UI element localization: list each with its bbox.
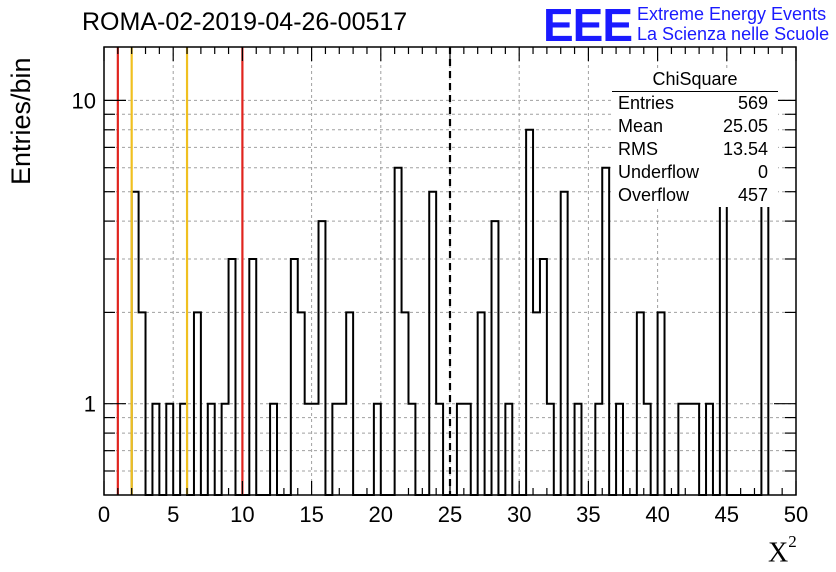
stats-row-overflow: Overflow 457	[612, 184, 778, 207]
stats-row-mean: Mean 25.05	[612, 115, 778, 138]
axis-ticks	[103, 47, 797, 495]
x-tick-label: 35	[576, 502, 600, 527]
stats-key: Underflow	[618, 162, 700, 182]
stats-row-rms: RMS 13.54	[612, 138, 778, 161]
x-tick-label: 25	[438, 502, 462, 527]
eee-logo: EEE	[543, 0, 633, 51]
stats-value: 569	[737, 93, 768, 113]
x-tick-label: 50	[784, 502, 808, 527]
x-tick-label: 30	[507, 502, 531, 527]
stats-value: 25.05	[722, 116, 768, 136]
stats-value: 0	[757, 162, 768, 182]
stats-key: Overflow	[618, 185, 690, 205]
y-tick-label: 1	[84, 392, 96, 417]
stats-value: 13.54	[722, 139, 768, 159]
stats-rows: Entries 569 Mean 25.05 RMS 13.54 Underflow 0 Ove…	[612, 92, 778, 207]
logo-line-2: La Scienza nelle Scuole	[637, 24, 830, 44]
x-tick-label: 20	[369, 502, 393, 527]
x-tick-label: 0	[98, 502, 110, 527]
x-tick-label: 15	[299, 502, 323, 527]
stats-row-entries: Entries 569	[612, 92, 778, 115]
reference-lines	[116, 47, 452, 495]
stats-key: RMS	[618, 139, 658, 159]
x-tick-label: 40	[645, 502, 669, 527]
stats-key: Mean	[618, 116, 664, 136]
stats-key: Entries	[618, 93, 675, 113]
stats-box: ChiSquare Entries 569 Mean 25.05 RMS 13.54 Und…	[612, 68, 778, 207]
x-tick-label: 5	[167, 502, 179, 527]
x-axis-label: X2	[768, 532, 797, 569]
stats-value: 457	[737, 185, 768, 205]
logo-line-1: Extreme Energy Events	[637, 4, 827, 24]
chart-title: ROMA-02-2019-04-26-00517	[82, 8, 408, 36]
stats-title: ChiSquare	[612, 68, 778, 92]
y-axis-label: Entries/bin	[6, 57, 36, 185]
tick-labels: 0 5 10 15 20 25 30 35 40 45 50 1 10	[72, 88, 809, 527]
x-tick-label: 10	[230, 502, 254, 527]
y-tick-label: 10	[72, 88, 96, 113]
stats-row-underflow: Underflow 0	[612, 161, 778, 184]
x-tick-label: 45	[715, 502, 739, 527]
